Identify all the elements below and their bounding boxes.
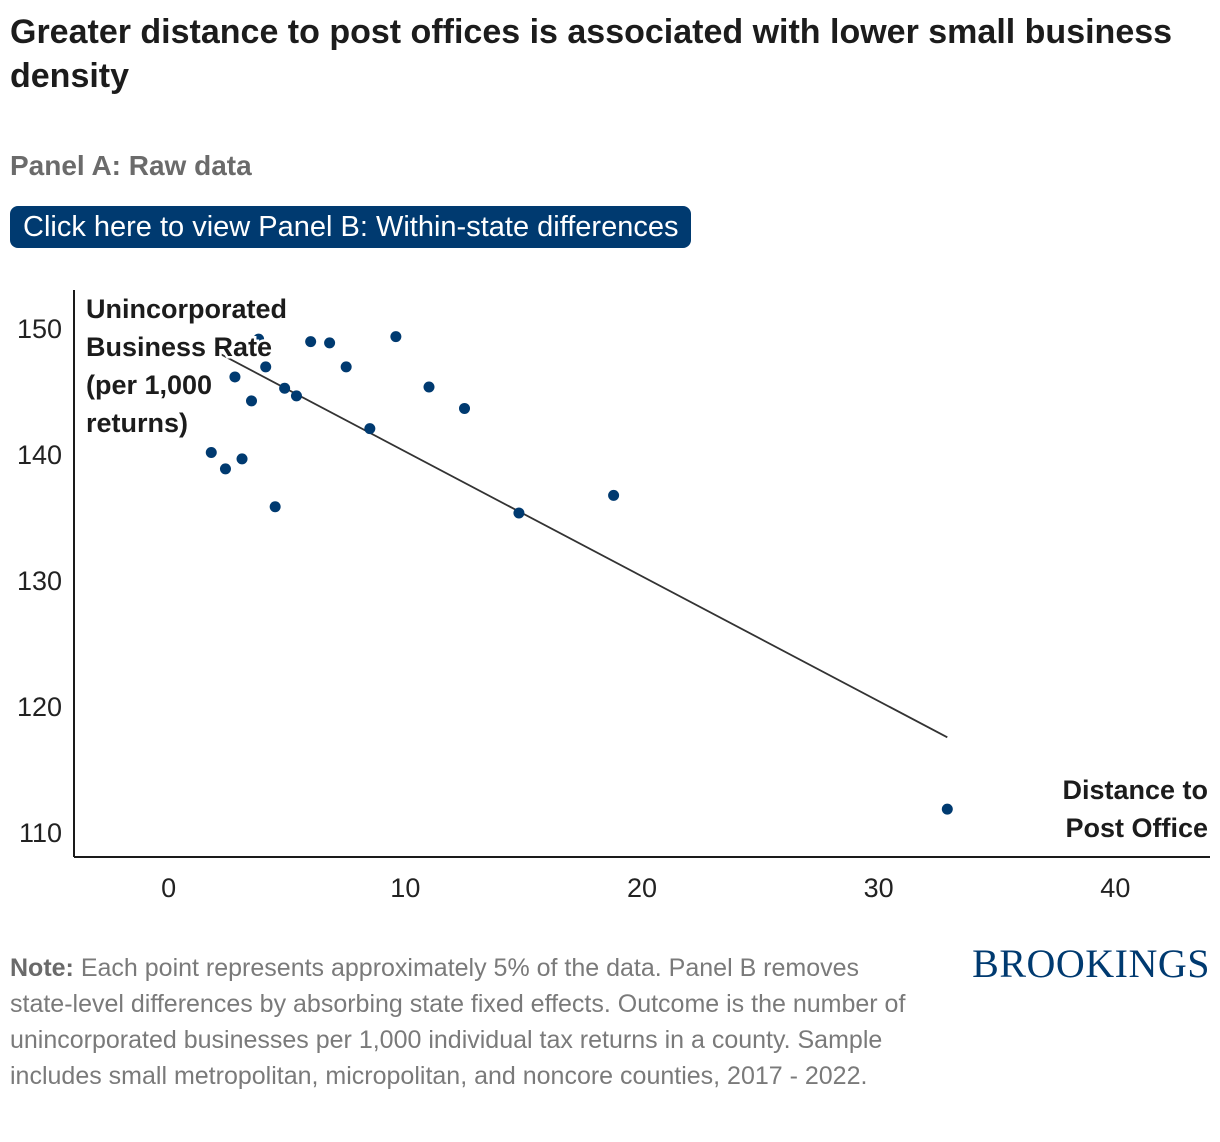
y-tick-label: 120 bbox=[17, 692, 62, 722]
trend-line bbox=[213, 349, 948, 739]
data-point bbox=[390, 331, 402, 343]
data-point bbox=[219, 463, 231, 475]
scatter-chart: 110 120 130 140 150 0 10 20 30 40 Unincorporated B… bbox=[17, 290, 1210, 903]
y-axis-label-line: Unincorporated bbox=[86, 294, 287, 324]
data-point bbox=[423, 381, 435, 393]
y-axis-label-line: Business Rate bbox=[86, 332, 272, 362]
brookings-logo: BROOKINGS bbox=[972, 941, 1210, 986]
chart-title: Greater distance to post offices is asso… bbox=[10, 13, 1173, 95]
chart-note: Note: Each point represents approximatel… bbox=[10, 950, 910, 1094]
x-tick-label: 30 bbox=[864, 873, 894, 903]
data-point bbox=[205, 447, 217, 459]
data-point bbox=[253, 333, 265, 345]
y-axis-label-line: returns) bbox=[86, 408, 188, 438]
data-point bbox=[324, 337, 336, 349]
data-point bbox=[290, 390, 302, 402]
data-point bbox=[246, 395, 257, 407]
panel-subtitle: Panel A: Raw data bbox=[10, 150, 252, 181]
x-axis-label-line: Post Office bbox=[1065, 813, 1208, 843]
data-point bbox=[459, 402, 470, 414]
data-point bbox=[364, 423, 376, 435]
note-label: Note: bbox=[10, 954, 74, 982]
data-point bbox=[608, 489, 620, 501]
data-point bbox=[236, 453, 248, 465]
x-tick-label: 20 bbox=[627, 873, 657, 903]
y-axis-label-line: (per 1,000 bbox=[86, 370, 212, 400]
data-point bbox=[279, 382, 291, 394]
x-axis-label-line: Distance to bbox=[1062, 775, 1208, 805]
x-tick-label: 10 bbox=[390, 873, 420, 903]
data-point bbox=[260, 361, 272, 373]
data-point bbox=[229, 371, 241, 383]
data-point bbox=[269, 501, 281, 513]
y-tick-label: 150 bbox=[17, 314, 62, 344]
x-tick-label: 0 bbox=[161, 873, 176, 903]
data-point bbox=[340, 361, 352, 373]
x-tick-label: 40 bbox=[1100, 873, 1130, 903]
note-text: Each point represents approximately 5% o… bbox=[10, 954, 906, 1090]
data-point bbox=[513, 507, 525, 519]
y-tick-label: 130 bbox=[17, 566, 62, 596]
y-tick-label: 140 bbox=[17, 440, 62, 470]
data-point bbox=[305, 336, 317, 348]
view-panel-b-button[interactable]: Click here to view Panel B: Within-state… bbox=[10, 206, 692, 248]
y-tick-label: 110 bbox=[19, 818, 62, 848]
data-point bbox=[941, 803, 953, 815]
